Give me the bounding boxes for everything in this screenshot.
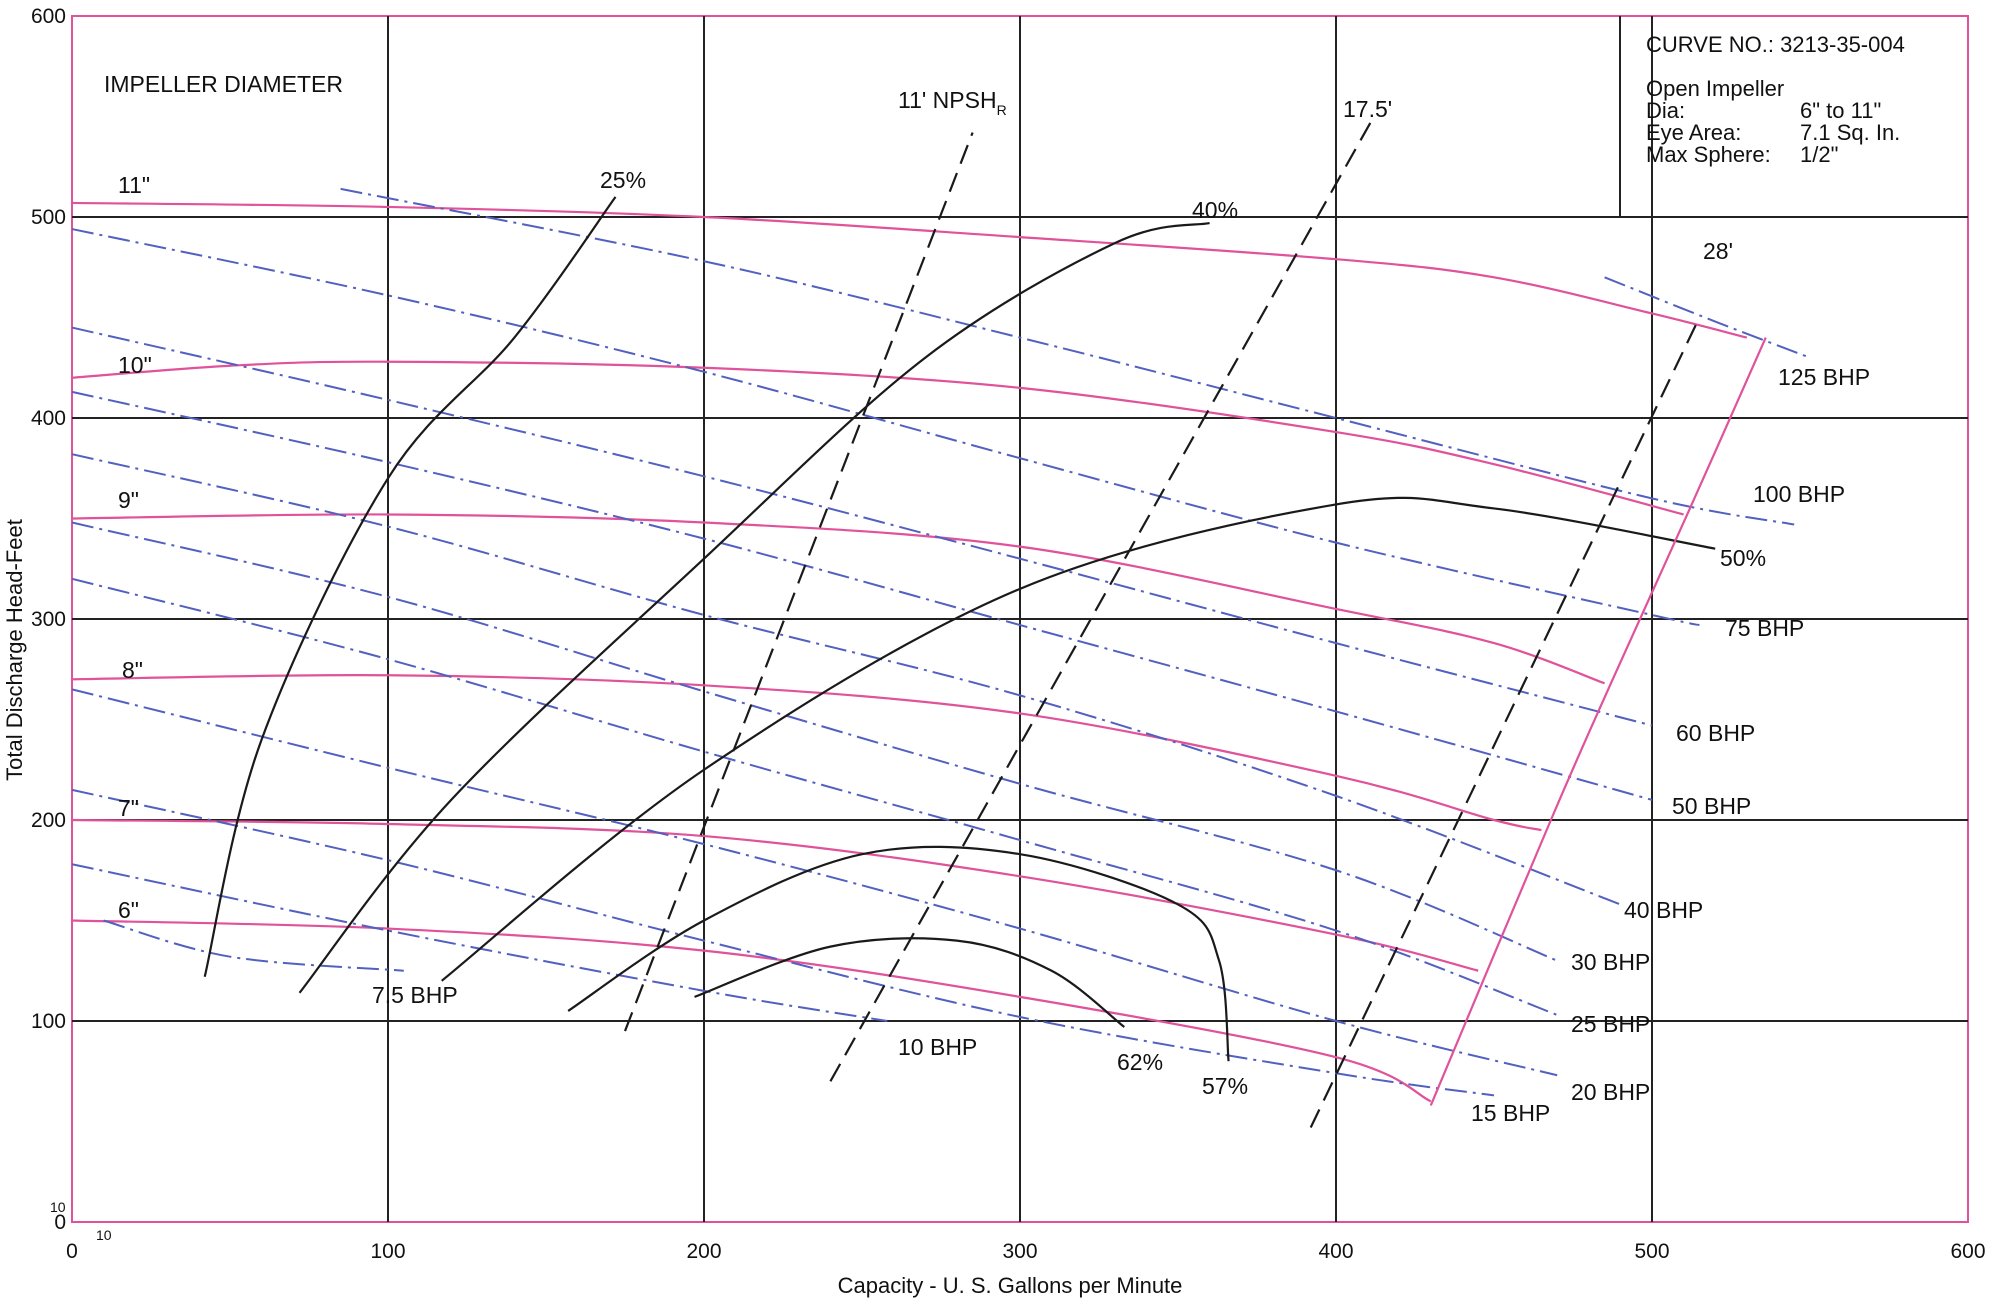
bhp-curve-75-bhp xyxy=(71,228,1700,627)
bhp-curve-10-bhp xyxy=(71,863,888,1022)
origin-mark-x: 10 xyxy=(96,1227,112,1243)
bhp-label-100-bhp: 100 BHP xyxy=(1753,481,1845,507)
origin-mark-y: 10 xyxy=(50,1199,66,1215)
x-tick-label: 0 xyxy=(66,1240,78,1263)
bhp-curve-50-bhp xyxy=(71,390,1653,801)
efficiency-label-50: 50% xyxy=(1720,545,1766,571)
bhp-curve-15-bhp xyxy=(71,788,1495,1097)
y-tick-label: 500 xyxy=(31,206,66,229)
bhp-label-10-bhp: 10 BHP xyxy=(898,1034,977,1060)
npsh-label-28: 28' xyxy=(1703,238,1733,264)
bhp-curve-100-bhp xyxy=(340,187,1795,526)
npsh-label-subscript: R xyxy=(997,102,1007,118)
x-axis-title: Capacity - U. S. Gallons per Minute xyxy=(838,1273,1183,1298)
npsh-curve-npsh-23 xyxy=(623,132,974,1032)
npsh-label-main: 11' NPSH xyxy=(898,87,997,113)
bhp-label-125-bhp: 125 BHP xyxy=(1778,364,1870,390)
x-tick-label: 500 xyxy=(1634,1240,1669,1263)
bhp-curve-30-bhp xyxy=(71,521,1558,962)
impeller-label-10: 10" xyxy=(118,352,152,378)
bhp-curve-25-bhp xyxy=(71,577,1558,1016)
efficiency-curve-25 xyxy=(203,196,617,978)
grid-lines xyxy=(72,16,1968,1222)
info-dia-label: Dia: xyxy=(1646,98,1685,123)
impeller-curve-10 xyxy=(71,360,1684,516)
bhp-label-15-bhp: 15 BHP xyxy=(1471,1100,1550,1126)
bhp-curve-7.5-bhp xyxy=(103,919,404,972)
curve-labels: 11" 10" 9" 8" 7" 6" 125 BHP 100 BHP 75 BHP 60 BHP… xyxy=(118,96,1870,1126)
bhp-label-7.5-bhp: 7.5 BHP xyxy=(372,982,458,1008)
npsh-label-17.5: 17.5' xyxy=(1343,96,1392,122)
axis-ticks: 0 100 200 300 400 500 600 0 100 200 300 400 500 600 xyxy=(31,5,1986,1263)
bhp-label-30-bhp: 30 BHP xyxy=(1571,949,1650,975)
bhp-label-25-bhp: 25 BHP xyxy=(1571,1011,1650,1037)
bhp-label-75-bhp: 75 BHP xyxy=(1725,615,1804,641)
efficiency-curve-62 xyxy=(694,937,1125,1028)
efficiency-label-25: 25% xyxy=(600,167,646,193)
impeller-type: Open Impeller xyxy=(1646,76,1784,101)
x-tick-label: 100 xyxy=(370,1240,405,1263)
bhp-curve-125-bhp xyxy=(1604,276,1811,359)
x-tick-label: 600 xyxy=(1950,1240,1985,1263)
info-eye-area-value: 7.1 Sq. In. xyxy=(1800,120,1900,145)
x-tick-label: 200 xyxy=(686,1240,721,1263)
bhp-label-40-bhp: 40 BHP xyxy=(1624,897,1703,923)
impeller-curve-7 xyxy=(71,818,1479,972)
info-max-sphere-value: 1/2" xyxy=(1800,142,1838,167)
x-tick-label: 300 xyxy=(1002,1240,1037,1263)
impeller-curve-8 xyxy=(71,674,1542,832)
efficiency-label-62: 62% xyxy=(1117,1049,1163,1075)
impeller-curve-6 xyxy=(71,919,1432,1103)
impeller-label-8: 8" xyxy=(122,657,143,683)
efficiency-curve-40 xyxy=(298,221,1210,994)
bhp-label-20-bhp: 20 BHP xyxy=(1571,1079,1650,1105)
curve-info-box: CURVE NO.: 3213-35-004 Open Impeller Dia… xyxy=(1646,32,1905,167)
npsh-curve-28 xyxy=(1309,317,1701,1129)
bhp-curve-60-bhp xyxy=(71,326,1653,727)
efficiency-label-40: 40% xyxy=(1192,197,1238,223)
info-eye-area-label: Eye Area: xyxy=(1646,120,1741,145)
impeller-diameter-heading: IMPELLER DIAMETER xyxy=(104,71,343,97)
impeller-label-11: 11" xyxy=(118,172,150,198)
efficiency-curve-50 xyxy=(441,496,1716,982)
impeller-curve-11 xyxy=(71,201,1748,339)
y-tick-label: 100 xyxy=(31,1010,66,1033)
impeller-label-6: 6" xyxy=(118,897,139,923)
impeller-label-7: 7" xyxy=(118,795,139,821)
y-tick-label: 0 xyxy=(54,1211,66,1234)
curve-number: CURVE NO.: 3213-35-004 xyxy=(1646,32,1905,57)
performance-curves xyxy=(71,115,1811,1129)
envelope-curve-envelope-26 xyxy=(1429,337,1767,1106)
bhp-label-50-bhp: 50 BHP xyxy=(1672,793,1751,819)
y-tick-label: 400 xyxy=(31,407,66,430)
npsh-required-label: 11' NPSHR xyxy=(898,87,1007,118)
bhp-curve-20-bhp xyxy=(71,688,1558,1077)
y-axis-title: Total Discharge Head-Feet xyxy=(2,519,27,781)
x-tick-label: 400 xyxy=(1318,1240,1353,1263)
efficiency-label-57: 57% xyxy=(1202,1073,1248,1099)
y-tick-label: 200 xyxy=(31,809,66,832)
bhp-label-60-bhp: 60 BHP xyxy=(1676,720,1755,746)
impeller-label-9: 9" xyxy=(118,487,139,513)
bhp-curve-40-bhp xyxy=(71,453,1621,906)
impeller-curve-9 xyxy=(71,513,1605,685)
efficiency-curve-57 xyxy=(567,845,1230,1062)
info-max-sphere-label: Max Sphere: xyxy=(1646,142,1771,167)
npsh-curve-17.5 xyxy=(829,115,1375,1082)
y-tick-label: 600 xyxy=(31,5,66,28)
y-tick-label: 300 xyxy=(31,608,66,631)
info-dia-value: 6" to 11" xyxy=(1800,98,1881,123)
